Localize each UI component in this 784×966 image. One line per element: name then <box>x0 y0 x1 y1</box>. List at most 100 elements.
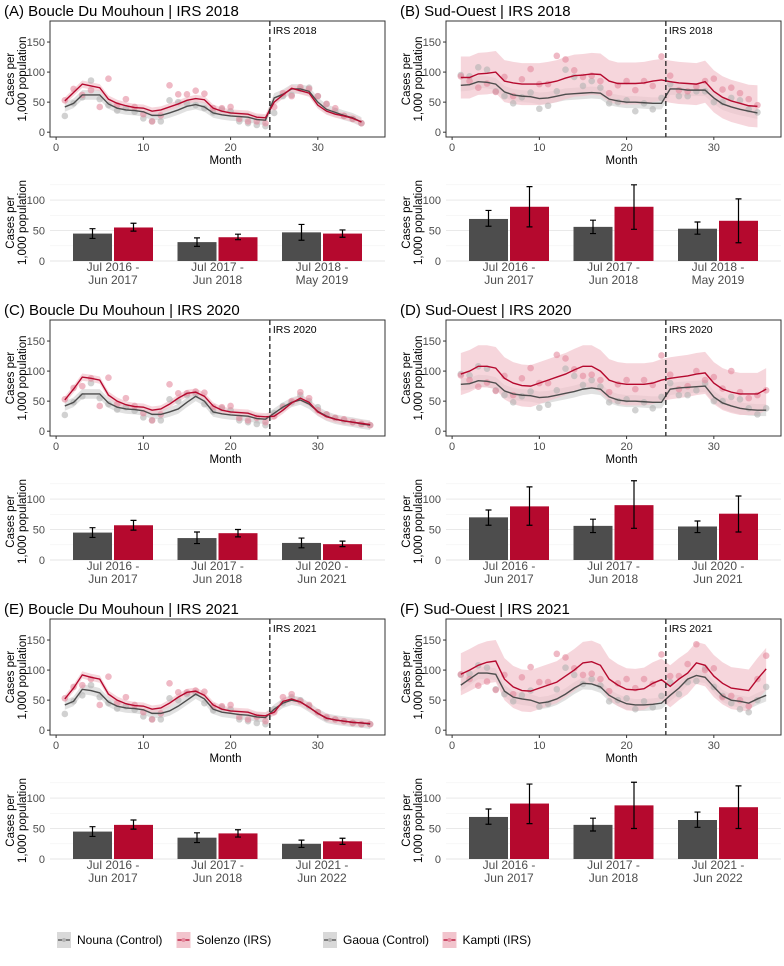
control-error-bar <box>694 811 701 828</box>
irs-data-point <box>166 381 173 388</box>
irs-trend-line <box>64 376 371 426</box>
irs-data-point <box>192 87 199 95</box>
irs-trend-line <box>64 674 371 725</box>
control-legend-key <box>323 932 337 948</box>
control-data-point <box>745 708 753 716</box>
bar-y-axis-title-line: Cases per <box>5 794 17 847</box>
bar-y-axis-title-line: 1,000 population <box>17 479 29 564</box>
irs-data-point <box>553 52 561 60</box>
irs-error-bar <box>526 783 533 825</box>
control-data-point <box>666 678 674 686</box>
plot-frame <box>445 319 782 437</box>
bar-category-label: Jul 2017 - <box>587 858 640 872</box>
irs-data-point <box>483 80 491 87</box>
control-data-point <box>501 391 508 399</box>
x-tick-label: 30 <box>708 740 720 752</box>
y-axis-title-line: Cases per <box>401 53 413 106</box>
x-tick-label: 20 <box>620 740 632 752</box>
irs-data-point <box>614 680 622 687</box>
panel-c: (C) Boucle Du Mouhoun | IRS 202005010015… <box>4 302 386 586</box>
bar-category-label: Jul 2017 - <box>191 260 244 274</box>
x-tick-label: 20 <box>224 740 236 752</box>
bar-category-label: Jun 2017 <box>484 572 534 586</box>
control-error-bar <box>89 527 96 539</box>
control-error-bar <box>590 219 596 235</box>
bar-y-axis-title: Cases per1,000 population <box>5 479 29 564</box>
irs-data-point <box>262 119 269 127</box>
bar-category-label: Jun 2018 <box>193 572 243 586</box>
control-error-bar <box>485 509 492 526</box>
irs-data-point <box>297 388 304 396</box>
control-error-bar <box>194 832 200 844</box>
irs-data-point <box>122 95 130 103</box>
irs-data-point <box>605 89 613 97</box>
irs-ci-band <box>460 51 758 128</box>
control-error-bar <box>590 817 596 832</box>
irs-error-bar <box>735 495 742 533</box>
y-tick-label: 150 <box>423 37 441 49</box>
irs-error-bar <box>735 198 742 244</box>
irs-data-point <box>562 56 569 63</box>
control-data-point <box>736 97 744 104</box>
irs-data-point <box>544 379 552 387</box>
control-data-point <box>649 704 657 711</box>
control-bar <box>177 242 217 261</box>
bar-y-axis-title-line: Cases per <box>401 495 413 548</box>
control-data-point <box>166 396 173 403</box>
y-tick-label: 0 <box>435 725 441 737</box>
control-error-bar <box>694 520 701 534</box>
irs-data-point <box>201 688 208 696</box>
y-tick-label: 50 <box>33 396 45 408</box>
x-tick-label: 30 <box>312 740 324 752</box>
y-tick-label: 150 <box>27 37 45 49</box>
bar-y-tick-label: 100 <box>423 494 441 506</box>
control-data-point <box>562 365 569 372</box>
irs-data-point <box>483 678 491 685</box>
control-data-point <box>501 92 508 100</box>
control-data-point <box>623 695 630 702</box>
irs-error-bar <box>631 781 637 830</box>
irs-data-point <box>201 389 208 397</box>
irs-data-point <box>640 675 648 683</box>
y-axis-title-line: 1,000 population <box>17 36 29 121</box>
irs-data-point <box>754 101 761 109</box>
irs-data-point <box>597 675 604 683</box>
irs-data-point <box>174 390 182 397</box>
intervention-label: IRS 2020 <box>669 324 713 336</box>
bar-category-label: Jul 2021 - <box>692 858 745 872</box>
control-error-bar <box>298 839 305 849</box>
x-tick-label: 0 <box>53 142 59 154</box>
irs-data-point <box>244 118 252 125</box>
y-tick-label: 150 <box>423 635 441 647</box>
bar-y-tick-label: 50 <box>429 525 441 537</box>
y-axis-title-line: 1,000 population <box>413 634 425 719</box>
x-tick-label: 30 <box>312 142 324 154</box>
control-data-point <box>666 379 674 387</box>
control-legend-key <box>57 932 71 948</box>
irs-data-point <box>762 387 770 394</box>
irs-data-point <box>579 372 587 380</box>
irs-data-point <box>605 388 613 396</box>
control-error-bar <box>485 808 492 825</box>
control-data-point <box>684 391 691 399</box>
irs-data-point <box>710 664 718 672</box>
irs-error-bar <box>526 486 533 526</box>
control-data-point <box>632 107 639 115</box>
y-tick-label: 50 <box>33 695 45 707</box>
irs-data-point <box>466 77 473 85</box>
control-data-point <box>597 84 604 92</box>
x-tick-label: 0 <box>449 740 455 752</box>
irs-data-point <box>305 394 313 402</box>
irs-data-point <box>227 402 234 410</box>
bar-y-tick-label: 50 <box>429 824 441 836</box>
control-data-point <box>466 371 473 379</box>
control-data-point <box>588 77 595 85</box>
bar-category-label: Jun 2022 <box>297 871 347 885</box>
irs-data-point <box>588 371 595 378</box>
bar-category-label: Jun 2022 <box>693 871 743 885</box>
control-data-point <box>253 719 261 727</box>
control-data-point <box>762 683 770 691</box>
x-tick-label: 10 <box>137 441 149 453</box>
irs-data-point <box>727 692 735 700</box>
bar-category-label: Jul 2018 - <box>296 260 349 274</box>
